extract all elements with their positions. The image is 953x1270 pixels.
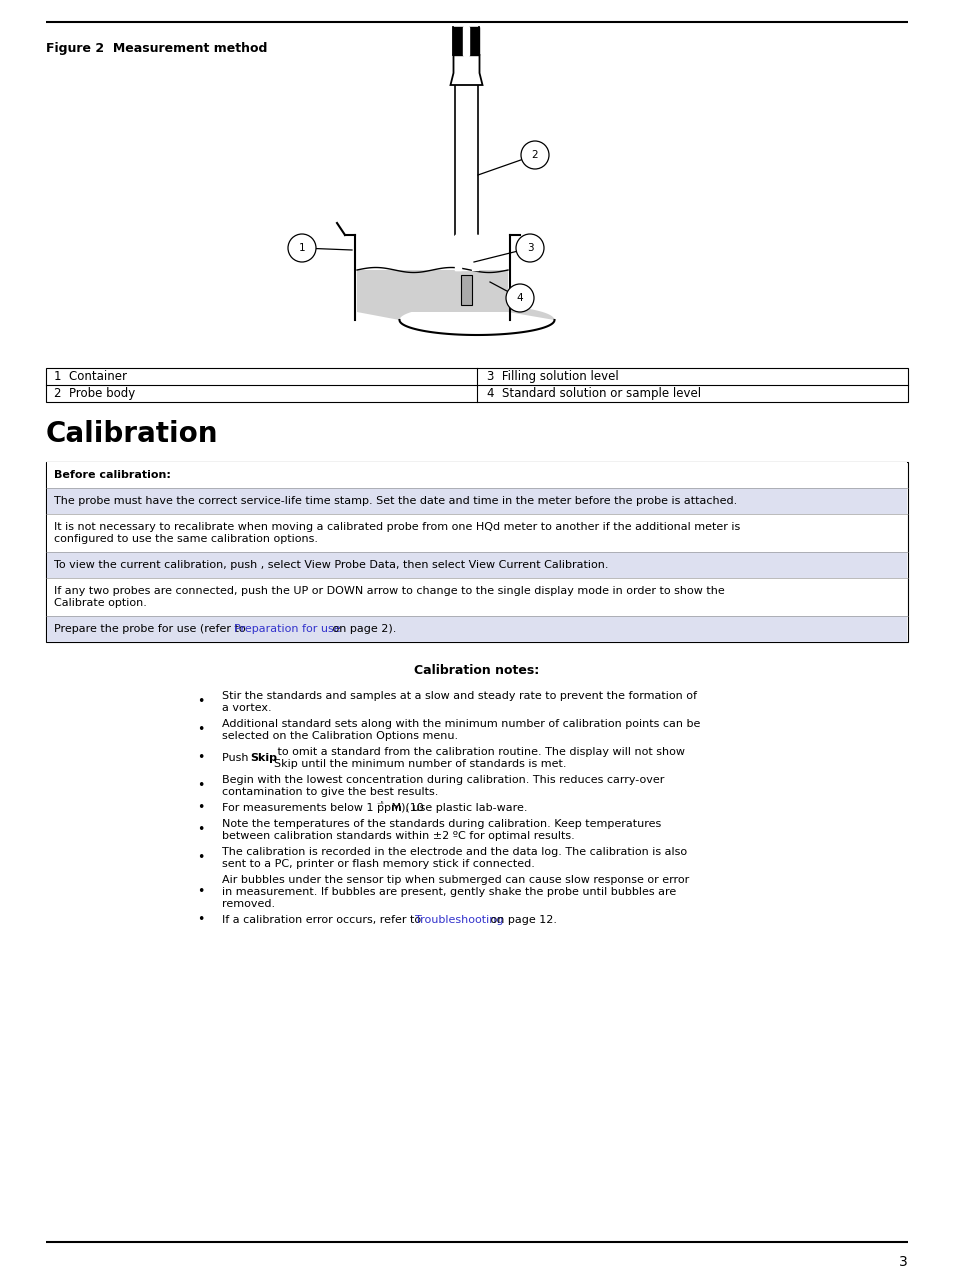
Polygon shape	[356, 305, 554, 320]
Text: To view the current calibration, push , select View Probe Data, then select View: To view the current calibration, push , …	[54, 560, 608, 570]
Polygon shape	[46, 462, 907, 643]
Text: ⁻⁵: ⁻⁵	[375, 800, 384, 809]
Polygon shape	[356, 271, 507, 312]
Polygon shape	[450, 55, 482, 85]
Text: on page 12.: on page 12.	[487, 914, 557, 925]
Text: Begin with the lowest concentration during calibration. This reduces carry-over
: Begin with the lowest concentration duri…	[222, 775, 663, 796]
Polygon shape	[46, 368, 907, 403]
Text: 2: 2	[531, 150, 537, 160]
Text: Stir the standards and samples at a slow and steady rate to prevent the formatio: Stir the standards and samples at a slow…	[222, 691, 697, 712]
Text: Figure 2  Measurement method: Figure 2 Measurement method	[46, 42, 267, 55]
Text: 2  Probe body: 2 Probe body	[54, 387, 135, 400]
Polygon shape	[47, 552, 906, 578]
Text: For measurements below 1 ppm (10: For measurements below 1 ppm (10	[222, 803, 423, 813]
Text: The calibration is recorded in the electrode and the data log. The calibration i: The calibration is recorded in the elect…	[222, 847, 686, 869]
Text: The probe must have the correct service-life time stamp. Set the date and time i: The probe must have the correct service-…	[54, 497, 737, 505]
Polygon shape	[47, 578, 906, 616]
Text: If a calibration error occurs, refer to: If a calibration error occurs, refer to	[222, 914, 424, 925]
Polygon shape	[460, 276, 472, 305]
Text: •: •	[197, 780, 205, 792]
Text: Additional standard sets along with the minimum number of calibration points can: Additional standard sets along with the …	[222, 719, 700, 740]
Circle shape	[288, 234, 315, 262]
Circle shape	[505, 284, 534, 312]
Text: •: •	[197, 823, 205, 837]
Text: Push: Push	[222, 753, 252, 763]
Text: 3  Filling solution level: 3 Filling solution level	[486, 370, 618, 384]
Text: •: •	[197, 724, 205, 737]
Text: Skip: Skip	[250, 753, 276, 763]
Text: Note the temperatures of the standards during calibration. Keep temperatures
bet: Note the temperatures of the standards d…	[222, 819, 660, 841]
Text: •: •	[197, 801, 205, 814]
Text: 1  Container: 1 Container	[54, 370, 127, 384]
Text: 3: 3	[526, 243, 533, 253]
Text: •: •	[197, 696, 205, 709]
Text: Calibration notes:: Calibration notes:	[414, 664, 539, 677]
Text: 3: 3	[899, 1255, 907, 1269]
Text: If any two probes are connected, push the UP or DOWN arrow to change to the sing: If any two probes are connected, push th…	[54, 587, 724, 608]
Text: Troubleshooting: Troubleshooting	[415, 914, 503, 925]
Polygon shape	[453, 27, 463, 55]
Text: Calibration: Calibration	[46, 420, 218, 448]
Text: •: •	[197, 752, 205, 765]
Text: Before calibration:: Before calibration:	[54, 470, 171, 480]
Circle shape	[520, 141, 548, 169]
Text: on page 2).: on page 2).	[329, 624, 395, 634]
Text: 4  Standard solution or sample level: 4 Standard solution or sample level	[486, 387, 700, 400]
Text: 1: 1	[298, 243, 305, 253]
Polygon shape	[469, 27, 479, 55]
Polygon shape	[47, 514, 906, 552]
Circle shape	[516, 234, 543, 262]
Text: 4: 4	[517, 293, 523, 304]
Text: It is not necessary to recalibrate when moving a calibrated probe from one HQd m: It is not necessary to recalibrate when …	[54, 522, 740, 544]
Text: to omit a standard from the calibration routine. The display will not show
Skip : to omit a standard from the calibration …	[274, 747, 684, 768]
Text: Air bubbles under the sensor tip when submerged can cause slow response or error: Air bubbles under the sensor tip when su…	[222, 875, 688, 908]
Polygon shape	[47, 616, 906, 643]
Polygon shape	[47, 462, 906, 488]
Text: Prepare the probe for use (refer to: Prepare the probe for use (refer to	[54, 624, 249, 634]
Polygon shape	[463, 27, 469, 55]
Polygon shape	[47, 488, 906, 514]
Text: •: •	[197, 913, 205, 927]
Text: M), use plastic lab-ware.: M), use plastic lab-ware.	[388, 803, 527, 813]
Text: •: •	[197, 851, 205, 865]
Text: •: •	[197, 885, 205, 898]
Text: Preparation for use: Preparation for use	[233, 624, 340, 634]
